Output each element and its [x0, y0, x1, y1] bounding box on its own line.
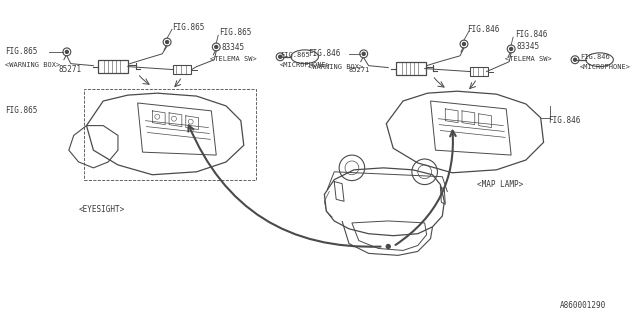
- Text: 83345: 83345: [516, 43, 539, 52]
- Text: FIG.865: FIG.865: [5, 106, 37, 115]
- Text: FIG.846: FIG.846: [515, 30, 547, 39]
- Circle shape: [362, 52, 365, 55]
- Circle shape: [463, 43, 465, 45]
- Text: <WARNING BOX>: <WARNING BOX>: [5, 62, 60, 68]
- Bar: [470, 67, 488, 76]
- Text: <MICROPHONE>: <MICROPHONE>: [280, 62, 331, 68]
- Text: FIG.846: FIG.846: [308, 49, 340, 58]
- Text: A860001290: A860001290: [560, 301, 607, 310]
- Text: FIG.865: FIG.865: [5, 47, 37, 56]
- Text: <MICROPHONE>: <MICROPHONE>: [580, 64, 631, 70]
- Text: FIG.865: FIG.865: [172, 23, 204, 32]
- Circle shape: [215, 45, 218, 48]
- Text: FIG.865: FIG.865: [220, 28, 252, 37]
- Text: <WARNING BOX>: <WARNING BOX>: [308, 64, 363, 70]
- Text: FIG.846: FIG.846: [467, 25, 499, 34]
- Text: FIG.865: FIG.865: [280, 52, 310, 58]
- Text: <EYESIGHT>: <EYESIGHT>: [79, 205, 125, 214]
- Text: 85271: 85271: [349, 67, 370, 73]
- Bar: [99, 60, 128, 73]
- Bar: [84, 89, 255, 180]
- Text: <TELEMA SW>: <TELEMA SW>: [505, 56, 552, 62]
- Text: FIG.846: FIG.846: [580, 54, 610, 60]
- Circle shape: [573, 58, 577, 61]
- Circle shape: [166, 41, 168, 44]
- Bar: [173, 65, 191, 75]
- Text: <TELEMA SW>: <TELEMA SW>: [211, 56, 257, 62]
- Circle shape: [509, 47, 513, 50]
- Text: <MAP LAMP>: <MAP LAMP>: [477, 180, 523, 189]
- Bar: [396, 62, 426, 75]
- Text: 83345: 83345: [221, 44, 244, 52]
- Circle shape: [387, 244, 390, 248]
- Circle shape: [278, 55, 282, 58]
- Circle shape: [65, 50, 68, 53]
- Text: FIG.846: FIG.846: [548, 116, 581, 125]
- Text: 85271: 85271: [59, 65, 82, 74]
